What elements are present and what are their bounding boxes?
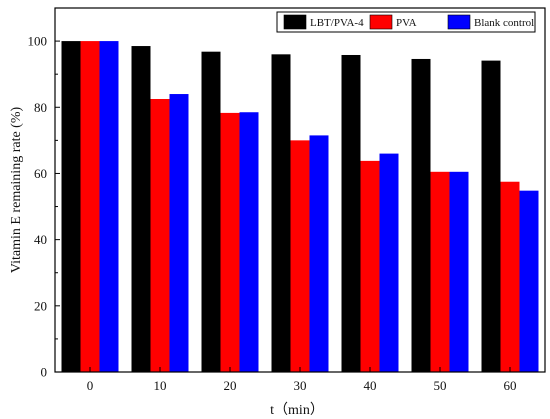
bar-pva-t60 — [500, 181, 520, 372]
bar-lbt-pva-4-t40 — [341, 54, 361, 373]
bar-blank-control-t20 — [239, 112, 259, 373]
x-axis-label: t（min） — [270, 402, 324, 418]
x-tick-label: 60 — [504, 378, 517, 393]
x-tick-label: 0 — [87, 378, 94, 393]
legend-swatch-lbt-pva-4 — [283, 14, 307, 30]
bar-lbt-pva-4-t60 — [481, 60, 501, 373]
legend-box — [276, 11, 536, 33]
bar-blank-control-t60 — [519, 190, 539, 372]
bar-blank-control-t10 — [169, 94, 189, 372]
bar-blank-control-t30 — [309, 135, 329, 372]
y-tick-label: 80 — [34, 100, 47, 115]
bar-pva-t0 — [80, 41, 100, 373]
bar-pva-t10 — [150, 99, 170, 372]
x-tick-label: 20 — [224, 378, 237, 393]
bar-blank-control-t50 — [449, 171, 469, 372]
bar-pva-t30 — [290, 140, 310, 372]
legend-swatch-blank-control — [447, 14, 471, 30]
legend-label-pva: PVA — [396, 17, 417, 29]
bars-layer — [61, 41, 539, 373]
bar-lbt-pva-4-t50 — [411, 58, 431, 373]
bar-lbt-pva-4-t10 — [131, 46, 151, 373]
y-tick-label: 40 — [34, 232, 47, 247]
y-tick-label: 60 — [34, 166, 47, 181]
bar-blank-control-t0 — [99, 41, 119, 373]
bar-pva-t40 — [360, 160, 380, 372]
legend: LBT/PVA-4 PVA Blank control — [276, 11, 536, 33]
x-tick-label: 30 — [294, 378, 307, 393]
legend-label-lbt-pva-4: LBT/PVA-4 — [310, 17, 364, 29]
y-tick-label: 0 — [41, 365, 48, 380]
y-tick-label: 20 — [34, 298, 47, 313]
legend-swatch-pva — [369, 14, 393, 30]
y-tick-label: 100 — [28, 34, 48, 49]
bar-lbt-pva-4-t20 — [201, 51, 221, 373]
y-axis-label: Vitamin E remaining rate (%) — [9, 107, 24, 274]
x-tick-label: 10 — [154, 378, 167, 393]
x-tick-label: 40 — [364, 378, 377, 393]
legend-label-blank-control: Blank control — [474, 17, 534, 29]
bar-pva-t50 — [430, 171, 450, 372]
bar-blank-control-t40 — [379, 153, 399, 372]
bar-lbt-pva-4-t0 — [61, 41, 81, 373]
bar-pva-t20 — [220, 112, 240, 373]
x-tick-label: 50 — [434, 378, 447, 393]
bar-lbt-pva-4-t30 — [271, 54, 291, 372]
ticks-layer: 0 20 40 60 80 100 0 10 20 30 40 50 60 — [28, 34, 517, 393]
